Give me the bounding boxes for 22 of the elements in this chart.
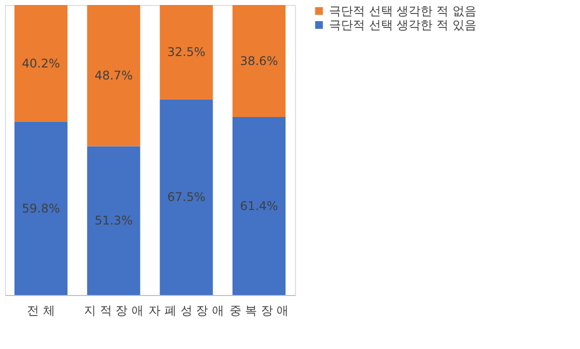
bar [87, 5, 140, 146]
x-tick-label: 지 적 장 애 [84, 304, 144, 318]
bar [87, 146, 140, 295]
data-label: 32.5% [167, 45, 206, 60]
bar [14, 5, 68, 122]
x-tick-label: 자 폐 성 장 애 [148, 304, 224, 318]
data-label: 61.4% [240, 198, 278, 213]
legend-label: 극단적 선택 생각한 적 있음 [329, 18, 476, 32]
data-label: 38.6% [240, 54, 278, 68]
legend-label: 극단적 선택 생각한 적 없음 [329, 4, 476, 18]
x-tick-label: 전 체 [27, 304, 55, 318]
data-label: 67.5% [167, 190, 206, 204]
data-label: 48.7% [94, 68, 133, 83]
bar [14, 122, 68, 295]
x-tick-label: 중 복 장 애 [229, 304, 289, 318]
bar [232, 5, 286, 117]
data-label: 59.8% [22, 201, 60, 216]
bar [160, 5, 213, 100]
bar [232, 116, 286, 295]
data-label: 51.3% [94, 214, 133, 228]
bar [160, 99, 213, 295]
data-label: 40.2% [22, 56, 60, 70]
